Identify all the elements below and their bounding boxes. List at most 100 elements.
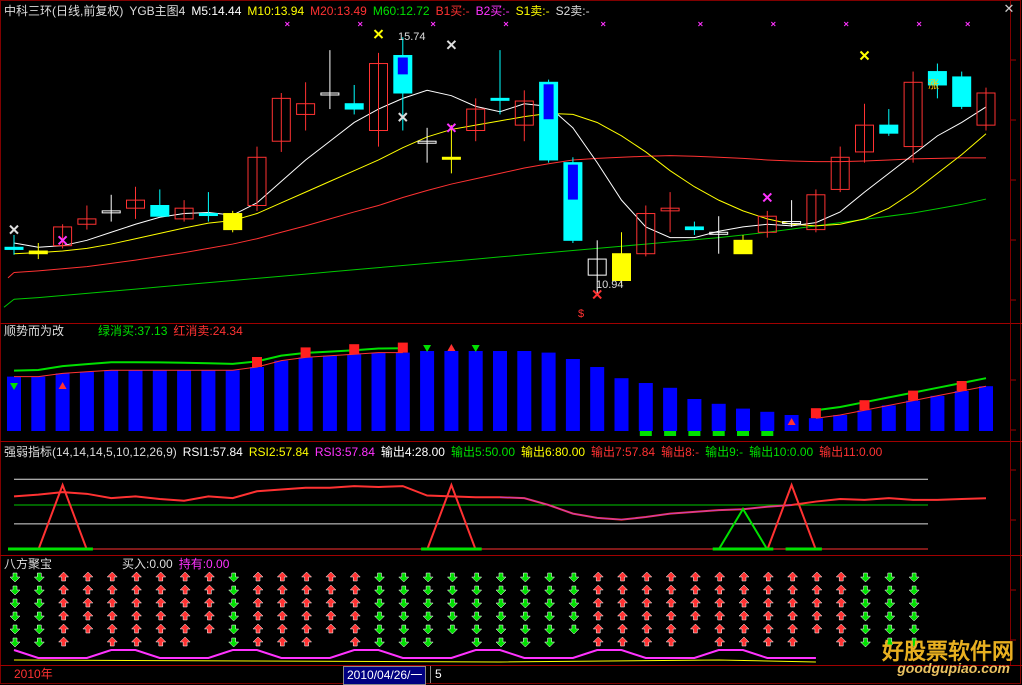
signal-arrow-icon [859,624,872,635]
signal-arrow-icon [422,585,434,596]
out6-value: 输出6:80.00 [521,445,586,459]
signal-arrow-icon [9,624,21,635]
signal-arrow-icon [155,623,167,634]
signal-arrow-icon [33,611,45,622]
signal-arrow-icon [130,571,143,582]
candle-body [223,213,243,231]
signal-arrow-icon [616,610,629,621]
footer-year: 2010年 [0,666,340,683]
signal-arrow-icon [9,611,21,622]
signal-arrow-icon [495,598,507,609]
top-signal-icon [503,21,509,27]
trend-red-block [397,342,408,353]
out9-value: 输出9:- [705,445,744,459]
signal-arrow-icon [568,624,580,635]
candle-body [952,76,972,107]
signal-arrow-icon [203,597,216,608]
close-icon[interactable]: ✕ [1003,1,1015,16]
rise-mark: 涨 [928,79,939,91]
signal-arrow-icon [835,623,847,634]
out5-value: 输出5:50.00 [450,445,515,459]
rsi-signal-triangle [426,482,477,550]
signal-arrow-icon [835,584,847,595]
signal-cross-icon [446,40,457,50]
hold-value: 持有:0.00 [178,557,230,571]
trend-bar [565,359,580,431]
signal-arrow-icon [179,623,191,634]
candle-body [514,100,534,126]
trend-bar [225,370,240,431]
trend-bar [55,373,70,431]
out8-value: 输出8:- [661,445,700,459]
signal-arrow-icon [446,598,459,609]
trend-bar [128,370,143,431]
signal-arrow-icon [738,623,750,634]
rsi3-value: RSI3:57.84 [314,445,375,459]
signal-arrow-icon [82,623,94,634]
signal-arrow-icon [82,584,94,595]
buy-line [13,659,816,663]
signal-arrow-icon [33,585,45,596]
trend-bar [881,405,896,431]
signal-arrow-icon [325,571,337,582]
signal-arrow-icon [106,610,118,621]
signal-arrow-icon [349,571,361,582]
trend-bar [638,383,653,431]
b2-value: B2买:- [475,4,510,18]
trend-arrow-icon [447,344,456,351]
trend-red-block [810,408,821,419]
m20-value: M20:13.49 [310,4,367,18]
signal-arrow-icon [641,636,653,647]
signal-arrow-icon [471,585,483,596]
signal-arrow-icon [592,623,604,634]
signal-arrow-icon [616,597,629,608]
signal-arrow-icon [471,611,483,622]
signal-arrow-icon [228,572,240,583]
signal-arrow-icon [446,624,459,635]
dollar-mark: $ [578,308,585,320]
signal-arrow-icon [130,610,143,621]
candle-body [126,199,145,209]
signal-arrow-icon [33,624,45,635]
signal-arrow-icon [33,572,45,583]
signal-arrow-icon [33,637,45,648]
candle-inner [397,57,408,75]
trend-bar [493,351,507,431]
trend-bar [954,391,969,431]
candle-body [369,63,388,131]
candle-body [101,210,121,214]
candle-body [296,103,316,115]
watermark-logo: 好股票软件网 [882,634,1014,666]
signal-arrow-icon [616,636,629,647]
panel3-legend: 强弱指标(14,14,14,5,10,12,26,9) RSI1:57.84 RSI… [4,445,888,459]
candle-body [417,140,437,144]
signal-arrow-icon [57,571,70,582]
signal-arrow-icon [57,597,70,608]
date-cursor[interactable]: 2010/04/26/一 [343,666,427,685]
candle-inner [567,164,578,200]
signal-arrow-icon [300,636,313,647]
trend-red-line-2 [815,385,987,419]
signal-arrow-icon [835,571,847,582]
signal-arrow-icon [179,571,191,582]
signal-arrow-icon [325,584,337,595]
signal-arrow-icon [495,637,507,648]
signal-arrow-icon [325,597,337,608]
signal-arrow-icon [519,598,531,609]
signal-arrow-icon [689,623,702,634]
signal-arrow-icon [422,624,434,635]
signal-arrow-icon [689,584,702,595]
signal-arrow-icon [519,572,531,583]
signal-arrow-icon [471,637,483,648]
rsi1-value: RSI1:57.84 [182,445,243,459]
trend-bar [468,351,483,431]
rsi-signal-triangle [766,482,817,550]
signal-arrow-icon [884,572,896,583]
signal-arrow-icon [519,637,531,648]
candle-body [344,103,364,110]
signal-arrow-icon [276,584,288,595]
trend-bar [979,386,993,431]
top-signal-icon [357,21,363,27]
signal-arrow-icon [543,572,556,583]
